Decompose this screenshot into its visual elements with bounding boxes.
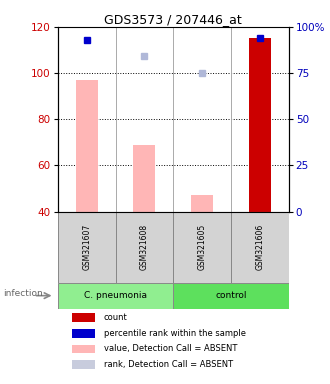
Text: value, Detection Call = ABSENT: value, Detection Call = ABSENT [104, 344, 237, 353]
Bar [249, 38, 271, 212]
Text: C. pneumonia: C. pneumonia [84, 291, 147, 300]
Title: GDS3573 / 207446_at: GDS3573 / 207446_at [104, 13, 242, 26]
Bar [191, 195, 213, 212]
Bar [173, 283, 289, 309]
Bar [173, 212, 231, 283]
Bar [231, 212, 289, 283]
Text: infection: infection [3, 290, 43, 298]
Bar [72, 345, 95, 353]
Bar [72, 313, 95, 322]
Text: GSM321607: GSM321607 [82, 224, 91, 270]
Bar [72, 329, 95, 338]
Text: GSM321608: GSM321608 [140, 224, 149, 270]
Text: control: control [215, 291, 247, 300]
Bar [133, 145, 155, 212]
Bar [76, 80, 98, 212]
Text: GSM321606: GSM321606 [255, 224, 264, 270]
Bar [58, 283, 173, 309]
Text: count: count [104, 313, 128, 322]
Text: percentile rank within the sample: percentile rank within the sample [104, 329, 246, 338]
Bar [115, 212, 173, 283]
Text: rank, Detection Call = ABSENT: rank, Detection Call = ABSENT [104, 360, 233, 369]
Text: GSM321605: GSM321605 [198, 224, 207, 270]
Bar [72, 360, 95, 369]
Bar [58, 212, 115, 283]
